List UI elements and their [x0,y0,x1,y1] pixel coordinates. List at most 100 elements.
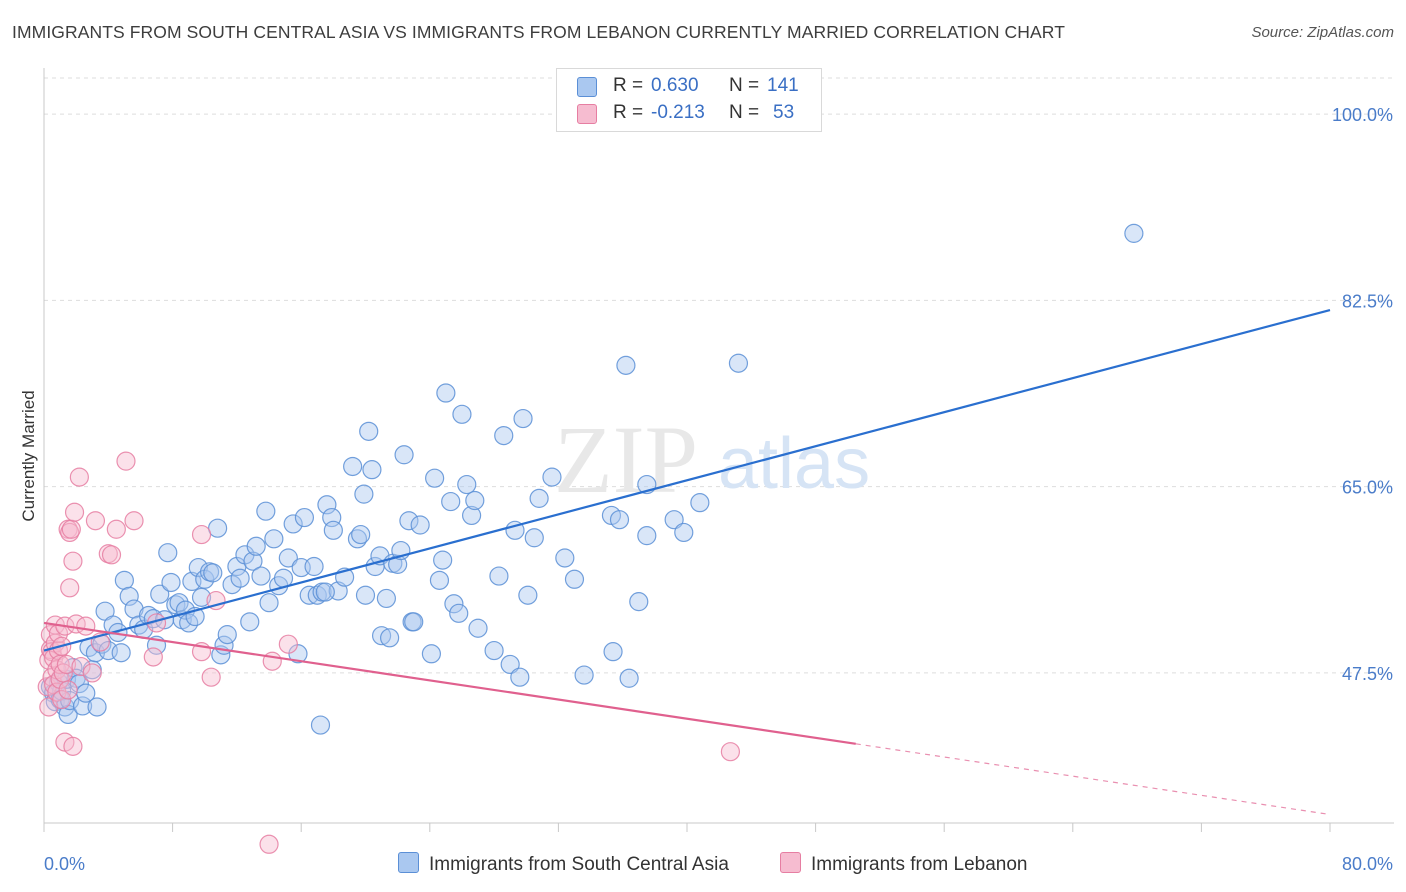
bottom-legend-label-pink: Immigrants from Lebanon [811,854,1028,875]
data-point-south-central-asia [404,612,424,632]
bottom-legend-swatch-blue [398,852,419,873]
series-south-central-asia-points [40,223,1144,735]
data-point-lebanon [191,524,212,545]
data-point-south-central-asia [323,520,343,540]
data-point-south-central-asia [208,518,228,538]
data-point-south-central-asia [609,510,630,530]
data-point-south-central-asia [1124,223,1144,243]
data-point-south-central-asia [362,460,382,480]
data-point-south-central-asia [317,495,337,515]
data-point-south-central-asia [518,585,538,605]
data-point-south-central-asia [354,484,374,504]
data-point-south-central-asia [468,618,488,638]
data-point-south-central-asia [259,593,279,613]
tick-labels: 47.5% 65.0% 82.5% 100.0% 0.0% 80.0% [44,105,1393,874]
data-point-south-central-asia [304,556,324,577]
data-point-lebanon [58,680,78,700]
data-point-south-central-asia [315,582,335,602]
data-point-lebanon [64,502,85,522]
trend-lines [43,308,1331,816]
data-point-south-central-asia [240,612,260,632]
y-tick-label: 65.0% [1342,478,1393,498]
data-point-south-central-asia [429,570,450,590]
data-point-south-central-asia [256,501,276,521]
data-point-south-central-asia [524,528,544,548]
trend-line-lebanon-extension [855,743,1331,816]
data-point-lebanon [60,522,80,543]
y-tick-label: 82.5% [1342,291,1393,311]
data-point-lebanon [201,667,221,687]
data-point-south-central-asia [158,543,178,563]
chart-title: IMMIGRANTS FROM SOUTH CENTRAL ASIA VS IM… [12,22,1065,42]
data-point-south-central-asia [188,557,208,578]
data-point-south-central-asia [484,640,504,661]
data-point-south-central-asia [355,585,376,605]
legend-swatch-pink [577,104,597,124]
data-point-lebanon [69,467,89,487]
data-point-south-central-asia [371,626,392,646]
data-point-south-central-asia [690,493,710,513]
data-point-south-central-asia [529,488,549,508]
data-point-south-central-asia [457,474,477,495]
legend-r-label: R = [613,102,644,123]
x-tick-label: 0.0% [44,854,85,874]
data-point-south-central-asia [394,445,414,465]
data-point-south-central-asia [294,507,315,528]
data-point-south-central-asia [87,697,107,717]
data-point-lebanon [76,616,96,636]
data-point-south-central-asia [119,586,139,606]
data-point-south-central-asia [664,510,684,530]
data-point-south-central-asia [251,566,271,586]
data-point-south-central-asia [505,520,525,540]
bottom-legend-swatch-pink [780,852,801,873]
data-point-south-central-asia [513,408,533,429]
data-point-south-central-asia [410,515,430,535]
data-point-south-central-asia [461,505,482,526]
data-point-lebanon [116,451,136,471]
legend-n-label: N = [729,75,760,96]
data-point-south-central-asia [150,584,170,604]
legend-n-value-blue: 141 [767,75,799,96]
legend-r-label: R = [613,75,644,96]
data-point-south-central-asia [542,467,562,487]
data-point-south-central-asia [452,404,472,424]
data-point-lebanon [106,519,126,539]
data-point-lebanon [206,590,226,611]
data-point-south-central-asia [111,643,131,663]
axes [43,68,1394,832]
data-point-south-central-asia [310,715,331,735]
watermark-atlas: atlas [718,424,870,504]
data-point-south-central-asia [433,550,453,570]
correlation-legend: R = 0.630 N = 141 R = -0.213 N = 53 [556,68,822,132]
bottom-legend-blue[interactable]: Immigrants from South Central Asia [398,852,729,876]
data-point-south-central-asia [619,668,639,688]
data-point-south-central-asia [728,353,749,373]
data-point-south-central-asia [191,587,212,607]
data-point-lebanon [60,578,80,598]
watermark-zip: ZIP [554,406,698,513]
data-point-south-central-asia [69,673,89,694]
data-point-south-central-asia [616,355,636,375]
chart-source: Source: ZipAtlas.com [1251,24,1394,41]
data-point-lebanon [101,545,122,565]
data-point-south-central-asia [203,563,223,583]
data-point-south-central-asia [449,603,469,623]
data-point-lebanon [56,654,77,675]
data-point-south-central-asia [436,383,456,403]
data-point-south-central-asia [555,548,575,568]
data-point-south-central-asia [441,491,461,512]
data-point-south-central-asia [380,628,400,648]
data-point-south-central-asia [399,511,419,531]
legend-r-value-pink: -0.213 [651,102,705,123]
data-point-south-central-asia [510,667,530,687]
data-point-lebanon [52,689,72,710]
data-point-lebanon [61,519,81,539]
bottom-legend-label-blue: Immigrants from South Central Asia [429,854,729,875]
bottom-legend-pink[interactable]: Immigrants from Lebanon [780,852,1028,876]
data-point-south-central-asia [489,566,509,586]
data-point-lebanon [85,511,106,531]
data-point-south-central-asia [425,468,445,488]
x-tick-label: 80.0% [1342,854,1393,874]
legend-n-value-pink: 53 [773,102,795,123]
legend-n-label: N = [729,102,760,123]
